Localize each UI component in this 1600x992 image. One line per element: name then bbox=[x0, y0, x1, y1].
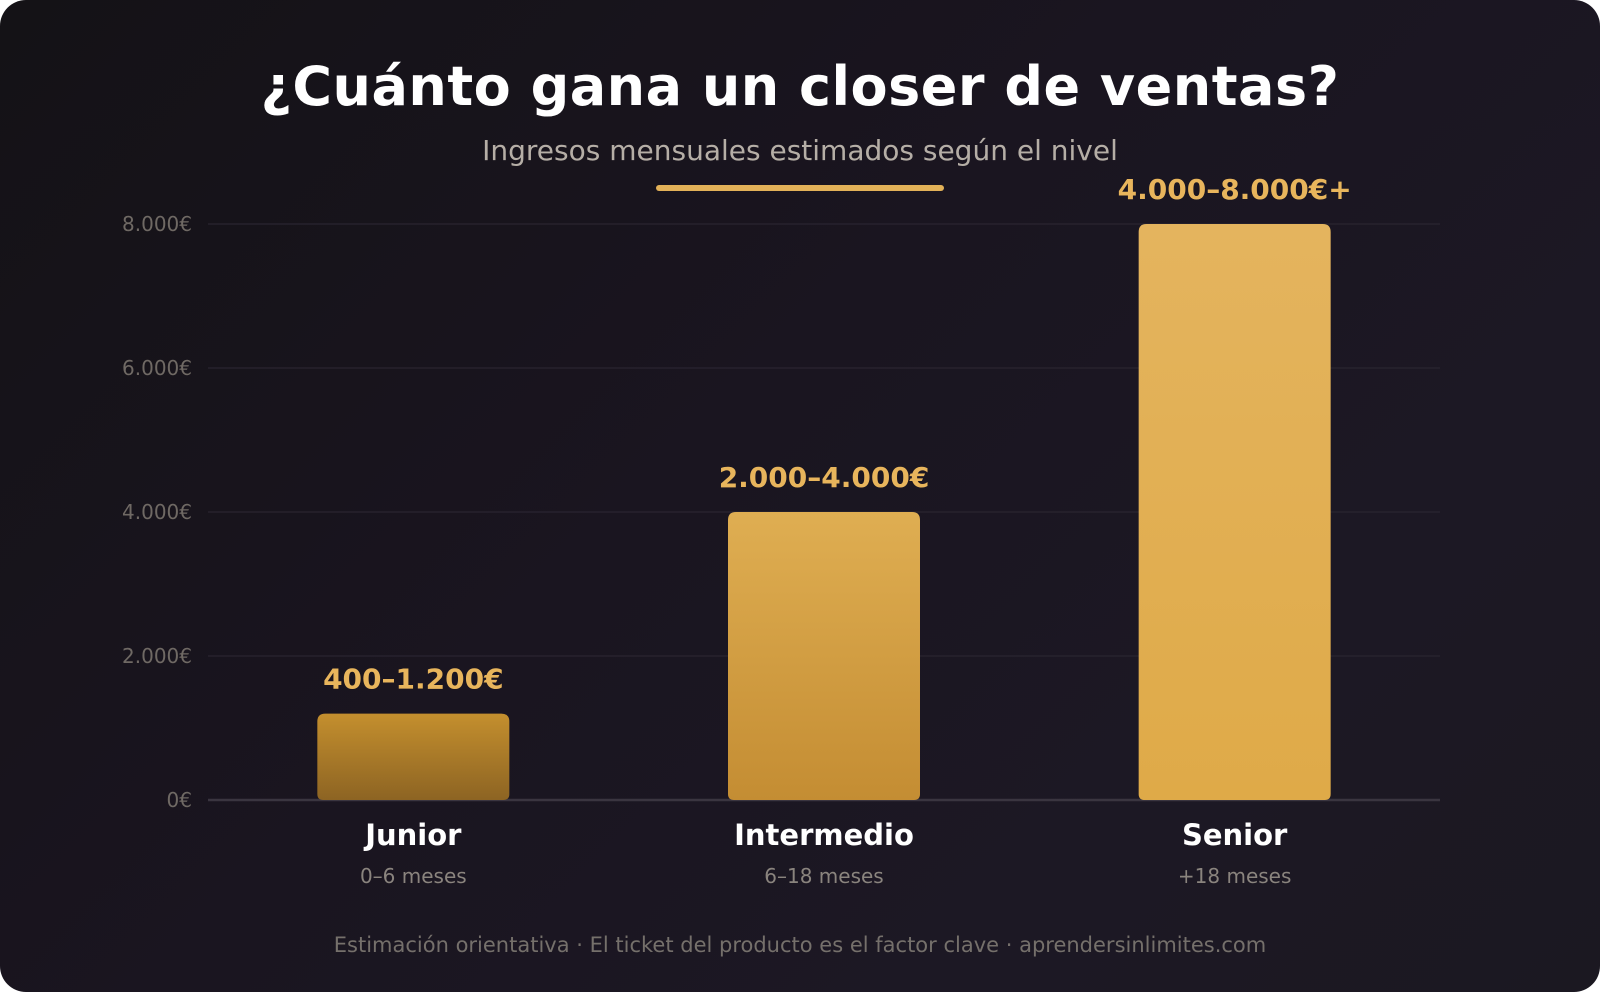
footer-note: Estimación orientativa · El ticket del p… bbox=[333, 933, 1267, 957]
x-category-label: Intermedio bbox=[734, 818, 914, 852]
bar-value-labels: 400–1.200€ 2.000–4.000€ 4.000–8.000€+ bbox=[323, 173, 1352, 696]
x-category-label: Junior bbox=[363, 818, 462, 852]
x-category-sublabel: +18 meses bbox=[1178, 864, 1292, 888]
title-accent-line bbox=[656, 185, 944, 191]
x-category-sublabel: 0–6 meses bbox=[360, 864, 467, 888]
x-axis-category-labels: Junior 0–6 meses Intermedio 6–18 meses Senio… bbox=[360, 818, 1291, 888]
bar-junior bbox=[317, 713, 510, 800]
bar-senior bbox=[1138, 224, 1331, 800]
chart-title: ¿Cuánto gana un closer de ventas? bbox=[260, 55, 1340, 118]
y-tick-label: 6.000€ bbox=[122, 356, 192, 380]
chart-subtitle: Ingresos mensuales estimados según el ni… bbox=[482, 134, 1118, 167]
y-tick-label: 0€ bbox=[167, 788, 192, 812]
bar-value-label: 2.000–4.000€ bbox=[719, 461, 930, 494]
bar-value-label: 4.000–8.000€+ bbox=[1118, 173, 1352, 206]
bar-intermedio bbox=[728, 512, 920, 800]
y-tick-label: 4.000€ bbox=[122, 500, 192, 524]
y-tick-label: 8.000€ bbox=[122, 212, 192, 236]
x-category-label: Senior bbox=[1182, 818, 1288, 852]
bar-value-label: 400–1.200€ bbox=[323, 663, 504, 696]
y-axis-tick-labels: 0€ 2.000€ 4.000€ 6.000€ 8.000€ bbox=[122, 212, 192, 812]
x-category-sublabel: 6–18 meses bbox=[764, 864, 883, 888]
bars bbox=[317, 224, 1331, 800]
y-tick-label: 2.000€ bbox=[122, 644, 192, 668]
